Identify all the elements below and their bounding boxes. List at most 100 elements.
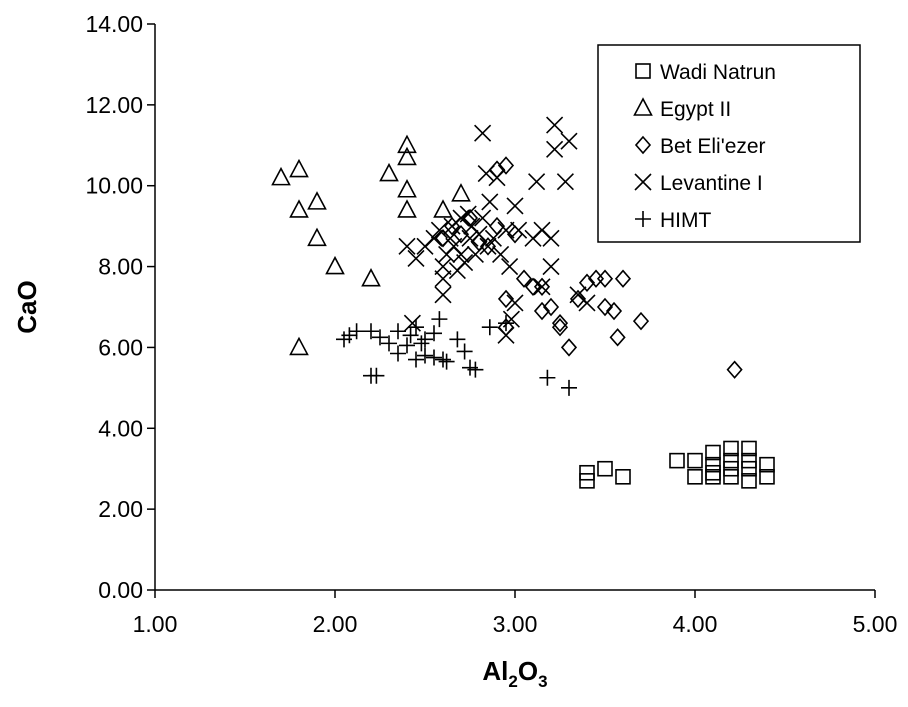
data-point — [407, 249, 425, 268]
data-point — [551, 317, 569, 337]
data-point — [438, 353, 455, 370]
data-point — [271, 166, 291, 186]
x-tick-label: 1.00 — [133, 611, 178, 637]
legend-label: Bet Eli'ezer — [660, 135, 766, 158]
data-point — [479, 237, 497, 256]
data-point — [759, 468, 775, 485]
data-point — [477, 165, 495, 183]
data-point — [399, 337, 415, 354]
data-point — [497, 156, 515, 175]
data-point — [726, 360, 743, 379]
data-point — [479, 237, 497, 255]
data-point — [614, 269, 632, 288]
legend-label: HIMT — [660, 209, 711, 232]
data-point — [723, 460, 739, 477]
data-point — [307, 227, 327, 247]
data-point — [474, 124, 492, 142]
data-point — [430, 221, 448, 239]
data-point — [551, 313, 569, 333]
data-point — [361, 267, 381, 287]
data-point — [402, 327, 419, 344]
data-point — [528, 173, 546, 191]
data-point — [542, 297, 560, 317]
data-point — [417, 347, 433, 364]
data-point — [546, 116, 564, 134]
legend-marker-plus — [635, 211, 651, 227]
data-point — [466, 245, 484, 264]
data-point — [488, 169, 506, 187]
data-point — [561, 379, 577, 396]
data-point — [434, 286, 452, 304]
data-point — [289, 158, 309, 178]
data-point — [492, 245, 510, 264]
data-point — [578, 273, 596, 292]
x-tick-label: 3.00 — [493, 611, 538, 637]
y-axis-title: CaO — [12, 280, 42, 333]
data-point — [470, 225, 488, 243]
data-point — [533, 278, 551, 296]
data-point — [741, 452, 757, 469]
x-axis-title-sub2: 3 — [538, 672, 547, 691]
data-point — [497, 221, 515, 239]
data-point — [425, 229, 443, 247]
data-point — [456, 343, 473, 360]
series-plus — [336, 311, 577, 396]
data-point — [348, 323, 365, 340]
data-point — [408, 319, 424, 336]
data-point — [363, 323, 379, 340]
data-point — [431, 311, 448, 328]
data-point — [705, 464, 721, 481]
data-point — [451, 183, 471, 202]
data-point — [533, 277, 551, 297]
data-point — [539, 369, 556, 386]
y-tick-label: 14.00 — [85, 11, 143, 37]
data-point — [524, 229, 542, 247]
data-point — [413, 335, 430, 352]
data-point — [546, 140, 564, 158]
data-point — [390, 345, 406, 362]
data-point — [533, 301, 551, 321]
y-tick-label: 6.00 — [98, 334, 143, 360]
data-point — [325, 255, 345, 275]
data-point — [609, 328, 626, 347]
series-square — [579, 440, 775, 489]
legend-label: Wadi Natrun — [660, 61, 776, 84]
data-point — [497, 289, 515, 309]
data-point — [741, 473, 757, 489]
data-point — [542, 229, 560, 247]
series-diamond — [434, 156, 743, 379]
data-point — [403, 314, 421, 332]
data-point — [397, 199, 417, 218]
data-point — [398, 237, 416, 255]
data-point — [669, 452, 685, 469]
data-point — [723, 440, 739, 457]
data-point — [408, 351, 424, 368]
data-point — [484, 229, 502, 247]
ticks-layer: 0.00 2.00 4.00 6.00 8.00 10.00 12.00 14.00 1.00 2… — [85, 11, 897, 637]
data-point — [289, 336, 309, 356]
data-point — [569, 289, 587, 309]
data-point — [542, 258, 560, 276]
data-point — [481, 319, 498, 336]
data-point — [741, 440, 757, 457]
data-point — [687, 452, 703, 469]
data-point — [481, 193, 499, 211]
data-point — [510, 221, 528, 239]
data-point — [506, 294, 524, 312]
legend: Wadi Natrun Egypt II Bet Eli'ezer Levantine… — [597, 44, 861, 243]
data-point — [560, 338, 578, 357]
x-tick-label: 5.00 — [853, 611, 898, 637]
data-point — [426, 349, 442, 366]
legend-marker-square — [635, 63, 651, 79]
y-tick-label: 8.00 — [98, 254, 143, 280]
data-point — [307, 191, 327, 210]
data-point — [705, 468, 721, 485]
data-point — [390, 323, 406, 340]
data-point — [556, 173, 574, 191]
data-point — [433, 199, 453, 218]
data-point — [579, 464, 595, 481]
data-point — [596, 297, 614, 317]
data-point — [397, 146, 417, 166]
data-point — [615, 468, 631, 485]
